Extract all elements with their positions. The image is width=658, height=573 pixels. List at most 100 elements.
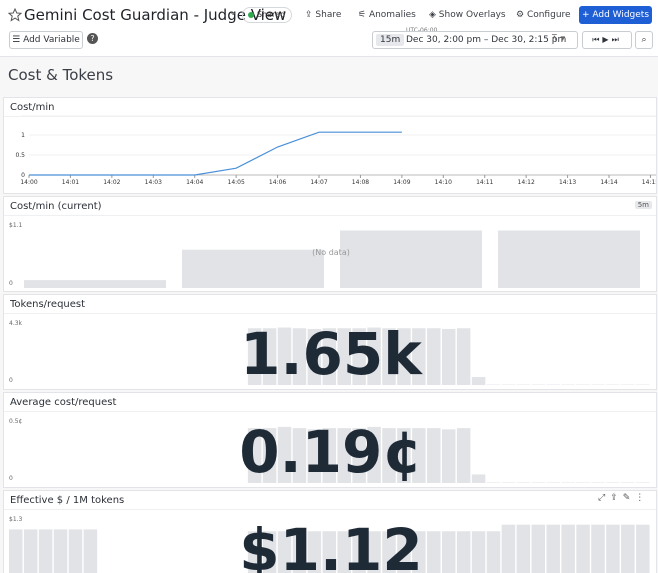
widget: 0 $1.1 (No data) Cost/min (current) 5m: [3, 196, 657, 292]
background-bar: [516, 524, 531, 573]
x-tick-label: 14:00: [20, 179, 37, 186]
background-bar: [471, 474, 486, 483]
background-bar: [397, 328, 411, 385]
background-bar: [427, 531, 441, 573]
background-bar: [367, 327, 381, 385]
background-bar: [546, 524, 560, 573]
background-bar: [367, 426, 381, 483]
background-bar: [23, 529, 38, 573]
background-bar: [531, 524, 546, 573]
x-tick-label: 14:14: [600, 179, 617, 186]
action-label: Anomalies: [368, 10, 416, 20]
background-bar: [307, 531, 322, 573]
help-icon[interactable]: ?: [87, 33, 98, 44]
add-variable-button[interactable]: ☰ Add Variable: [9, 31, 83, 49]
widget-title: Effective $ / 1M tokens: [10, 495, 125, 506]
x-tick-label: 14:03: [145, 179, 162, 186]
background-bar: [561, 524, 575, 573]
anomalies-action[interactable]: ⚟ Anomalies: [358, 10, 416, 20]
background-bar: [441, 531, 456, 573]
x-tick-label: 14:09: [393, 179, 410, 186]
action-label: Configure: [526, 10, 571, 20]
widget-title: Cost/min (current): [10, 201, 102, 212]
title-caret[interactable]: ⌄: [229, 7, 238, 18]
star-icon[interactable]: [8, 8, 22, 22]
background-bar: [262, 428, 277, 483]
background-bar: [262, 531, 277, 573]
background-bar: [397, 531, 411, 573]
bar: [498, 230, 640, 288]
background-bar: [591, 524, 605, 573]
y-tick-label: 1: [21, 132, 25, 139]
background-bar: [471, 377, 486, 385]
dashboard-title: Gemini Cost Guardian - Judge View: [24, 6, 287, 24]
search-button[interactable]: ⌕: [635, 31, 653, 49]
widget: $1.3 $1.12 Effective $ / 1M tokens: [3, 490, 657, 573]
widget-divider: [4, 116, 656, 117]
background-bar: [9, 529, 23, 573]
x-tick-label: 14:08: [352, 179, 369, 186]
background-bar: [352, 531, 366, 573]
line-series: [29, 131, 402, 176]
background-bar: [382, 328, 396, 385]
background-bar: [337, 531, 351, 573]
background-bar: [382, 428, 396, 483]
big-value: 1.65k: [240, 320, 423, 388]
x-tick-label: 14:10: [435, 179, 452, 186]
background-bar: [427, 328, 441, 385]
widget-icons[interactable]: ⤢⇪✎⋮: [598, 493, 650, 503]
background-bar: [322, 428, 337, 483]
background-bar: [277, 426, 292, 483]
background-bar: [636, 524, 650, 573]
widget-chart: 0 4.3k 1.65k: [9, 320, 650, 388]
widget-chart: $1.3 $1.12: [9, 516, 650, 573]
background-bar: [307, 429, 322, 483]
add-widgets-button[interactable]: + Add Widgets: [579, 6, 652, 24]
share-action[interactable]: ⇪ Share: [305, 10, 342, 20]
shared-badge[interactable]: Shared: [242, 7, 293, 23]
y-tick-label: $1.3: [9, 516, 23, 523]
y-tick-label: 0: [9, 377, 13, 384]
background-bar: [456, 328, 471, 385]
overlays-action[interactable]: ◈ Show Overlays: [429, 10, 506, 20]
y-tick-label: 0.5: [15, 152, 25, 159]
background-bar: [277, 531, 292, 573]
background-bar: [247, 531, 262, 573]
button-label: Add Variable: [23, 35, 80, 45]
time-picker[interactable]: 15m Dec 30, 2:00 pm – Dec 30, 2:15 pm ⊼ …: [372, 31, 578, 49]
x-tick-label: 14:02: [103, 179, 120, 186]
bar: [24, 280, 166, 288]
action-label: Show Overlays: [438, 10, 506, 20]
widget-title: Tokens/request: [10, 299, 86, 310]
background-bar: [262, 328, 277, 385]
background-bar: [427, 428, 441, 483]
widget: 0 4.3k 1.65k Tokens/request: [3, 294, 657, 390]
configure-action[interactable]: ⚙ Configure: [516, 10, 571, 20]
x-tick-label: 14:13: [559, 179, 576, 186]
y-tick-label: 0: [9, 280, 13, 287]
big-value: $1.12: [239, 516, 422, 573]
top-bar: Gemini Cost Guardian - Judge View ⌄ Shar…: [0, 0, 658, 57]
widget-title: Cost/min: [10, 102, 55, 113]
widget: 0 0.5 1 14:00 14:01 14:02 14:03 14:04 14:05 14:06…: [3, 97, 657, 194]
background-bar: [441, 429, 456, 483]
bar: [182, 249, 324, 288]
background-bar: [412, 531, 426, 573]
background-bar: [277, 327, 292, 385]
x-tick-label: 14:01: [62, 179, 79, 186]
background-bar: [382, 531, 396, 573]
background-bar: [397, 428, 411, 483]
playback-controls[interactable]: ⏮▶⏭: [582, 31, 632, 49]
background-bar: [606, 524, 620, 573]
bar: [340, 230, 482, 288]
widget-badge: 5m: [634, 201, 652, 209]
action-label: Share: [315, 10, 342, 20]
x-tick-label: 14:11: [476, 179, 493, 186]
background-bar: [352, 328, 366, 385]
background-bar: [501, 524, 516, 573]
background-bar: [292, 428, 307, 483]
action-label: Add Widgets: [592, 10, 650, 20]
background-bar: [621, 524, 635, 573]
x-tick-label: 14:05: [228, 179, 245, 186]
y-tick-label: 0: [21, 172, 25, 179]
